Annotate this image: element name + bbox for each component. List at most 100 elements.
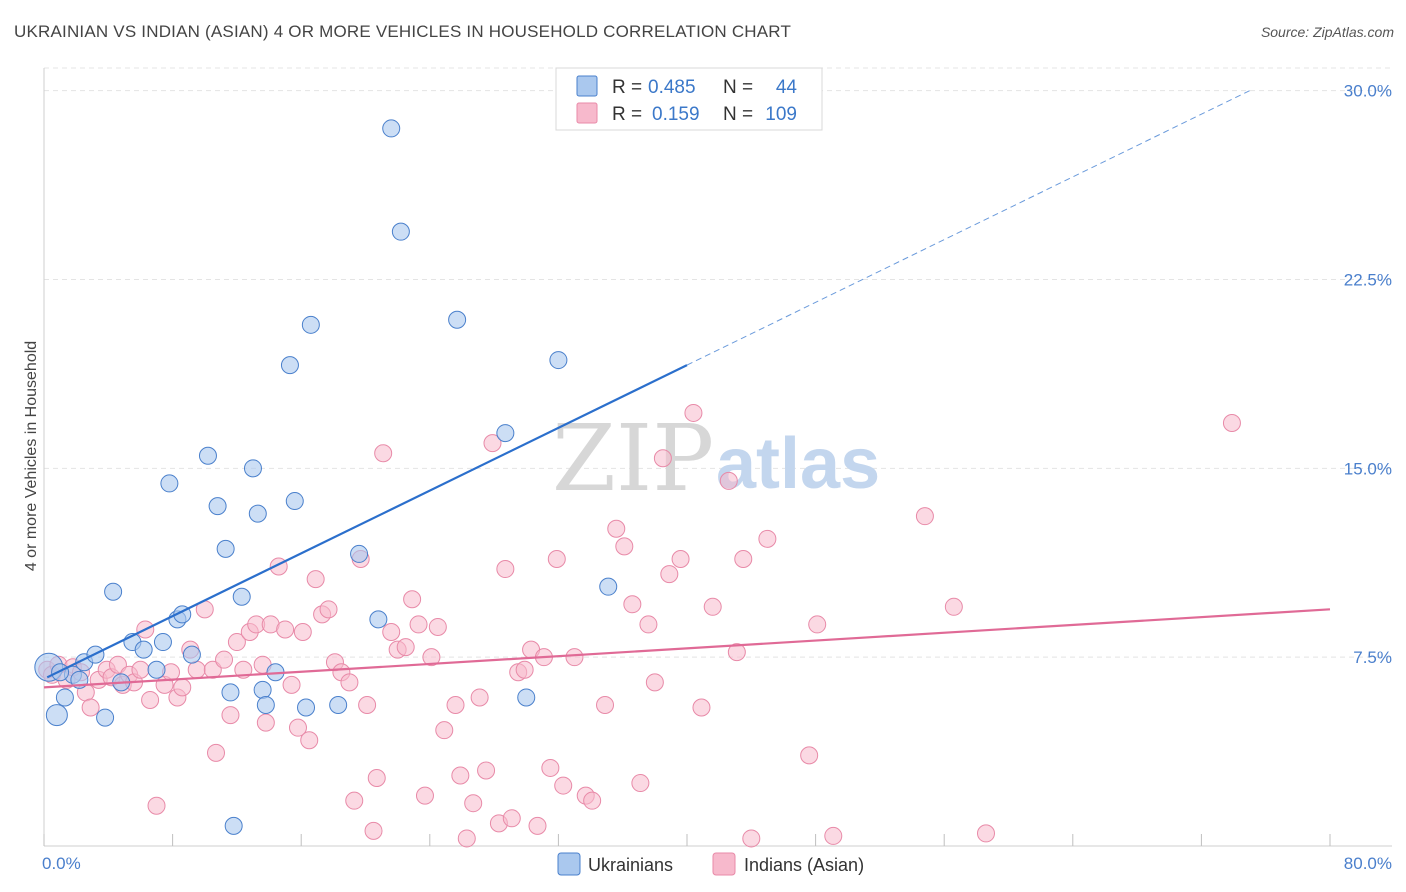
source-label: Source: ZipAtlas.com — [1260, 24, 1394, 40]
indians-n-value: 109 — [765, 104, 797, 125]
indians-point — [81, 698, 100, 717]
y-tick-label: 22.5% — [1344, 270, 1392, 289]
ukrainians-point — [182, 645, 201, 664]
indians-point — [207, 743, 226, 762]
ukrainians-point — [391, 222, 410, 241]
indians-point — [645, 673, 664, 692]
indians-point — [358, 696, 377, 715]
ukrainians-legend-label: Ukrainians — [588, 855, 673, 875]
indians-point — [282, 675, 301, 694]
indians-point — [227, 633, 246, 652]
indians-point — [256, 713, 275, 732]
ukrainians-point — [256, 696, 275, 715]
ukrainians-point — [517, 688, 536, 707]
indians-point — [396, 638, 415, 657]
ukrainians-point — [496, 424, 515, 443]
indians-point — [800, 746, 819, 765]
y-tick-labels: 7.5% 15.0% 22.5% 30.0% — [1344, 82, 1392, 668]
ukrainians-point — [280, 356, 299, 375]
indians-point — [583, 791, 602, 810]
ukrainians-point — [382, 119, 401, 138]
indians-point — [528, 816, 547, 835]
indians-point — [340, 673, 359, 692]
ukrainians-point — [253, 680, 272, 699]
indians-point — [221, 706, 240, 725]
y-tick-label: 7.5% — [1353, 648, 1392, 667]
watermark-atlas: atlas — [716, 424, 880, 504]
regression-lines — [43, 90, 1331, 689]
indians-point — [515, 660, 534, 679]
indians-point — [422, 648, 441, 667]
ukrainians-n-label: N = — [723, 77, 753, 98]
indians-r-label: R = — [612, 104, 642, 125]
indians-point — [319, 600, 338, 619]
indians-point — [727, 643, 746, 662]
ukrainians-point — [329, 696, 348, 715]
ukrainians-point — [160, 474, 179, 493]
indians-point — [141, 690, 160, 709]
ukrainians-point — [55, 688, 74, 707]
indians-point — [502, 809, 521, 828]
indians-point — [131, 660, 150, 679]
ukrainians-point — [369, 610, 388, 629]
indians-point — [477, 761, 496, 780]
x-ticks — [43, 834, 1331, 846]
y-tick-label: 30.0% — [1344, 82, 1392, 101]
indians-n-label: N = — [723, 104, 753, 125]
ukrainians-point — [301, 315, 320, 334]
indians-point — [703, 597, 722, 616]
ukrainians-n-value: 44 — [776, 77, 798, 98]
ukrainians-points — [34, 119, 618, 835]
indians-point — [409, 615, 428, 634]
indians-point — [470, 688, 489, 707]
indians-point — [671, 549, 690, 568]
indians-point — [554, 776, 573, 795]
indians-stat-swatch — [576, 102, 598, 124]
indians-point — [660, 565, 679, 584]
axes — [43, 68, 1392, 847]
indians-point — [300, 731, 319, 750]
indians-point — [607, 519, 626, 538]
ukrainians-regression-line — [46, 364, 688, 679]
ukrainians-point — [147, 660, 166, 679]
indians-point — [364, 821, 383, 840]
y-tick-label: 15.0% — [1344, 459, 1392, 478]
indians-point — [742, 829, 761, 848]
indians-regression-line — [43, 608, 1331, 689]
indians-point — [382, 622, 401, 641]
x-tick-label-min: 0.0% — [42, 854, 81, 873]
stats-legend: R = 0.485 N = 44 R = 0.159 N = 109 — [555, 67, 823, 131]
indians-point — [734, 549, 753, 568]
indians-point — [203, 660, 222, 679]
indians-point — [403, 590, 422, 609]
indians-point — [173, 678, 192, 697]
ukrainians-point — [134, 640, 153, 659]
indians-point — [147, 796, 166, 815]
indians-point — [639, 615, 658, 634]
ukrainians-point — [51, 663, 70, 682]
ukrainians-point — [221, 683, 240, 702]
indians-point — [944, 597, 963, 616]
indians-point — [541, 758, 560, 777]
ukrainians-point — [198, 446, 217, 465]
ukrainians-r-value: 0.485 — [648, 77, 696, 98]
watermark: ZIP atlas — [552, 405, 880, 512]
indians-point — [653, 449, 672, 468]
indians-point — [293, 622, 312, 641]
indians-point — [367, 769, 386, 788]
ukrainians-point — [297, 698, 316, 717]
indians-point — [215, 650, 234, 669]
ukrainians-regression-extension — [686, 90, 1250, 366]
indians-point — [496, 560, 515, 579]
ukrainians-point — [224, 816, 243, 835]
indians-point — [464, 794, 483, 813]
indians-point — [808, 615, 827, 634]
x-tick-label-max: 80.0% — [1344, 854, 1392, 873]
indians-point — [108, 655, 127, 674]
indians-point — [276, 620, 295, 639]
indians-point — [623, 595, 642, 614]
indians-point — [483, 434, 502, 453]
ukrainians-point — [153, 633, 172, 652]
ukrainians-stat-swatch — [576, 75, 598, 97]
indians-legend-label: Indians (Asian) — [744, 855, 864, 875]
